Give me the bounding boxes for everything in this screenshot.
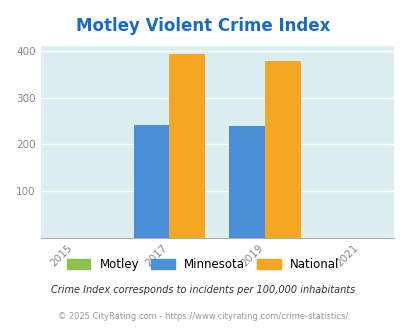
Text: © 2025 CityRating.com - https://www.cityrating.com/crime-statistics/: © 2025 CityRating.com - https://www.city…: [58, 312, 347, 321]
Bar: [169, 54, 205, 238]
Text: Motley Violent Crime Index: Motley Violent Crime Index: [76, 17, 329, 35]
Text: Crime Index corresponds to incidents per 100,000 inhabitants: Crime Index corresponds to incidents per…: [51, 285, 354, 295]
Legend: Motley, Minnesota, National: Motley, Minnesota, National: [62, 253, 343, 276]
Bar: [264, 61, 300, 238]
Bar: [133, 125, 169, 238]
Bar: [228, 126, 264, 238]
